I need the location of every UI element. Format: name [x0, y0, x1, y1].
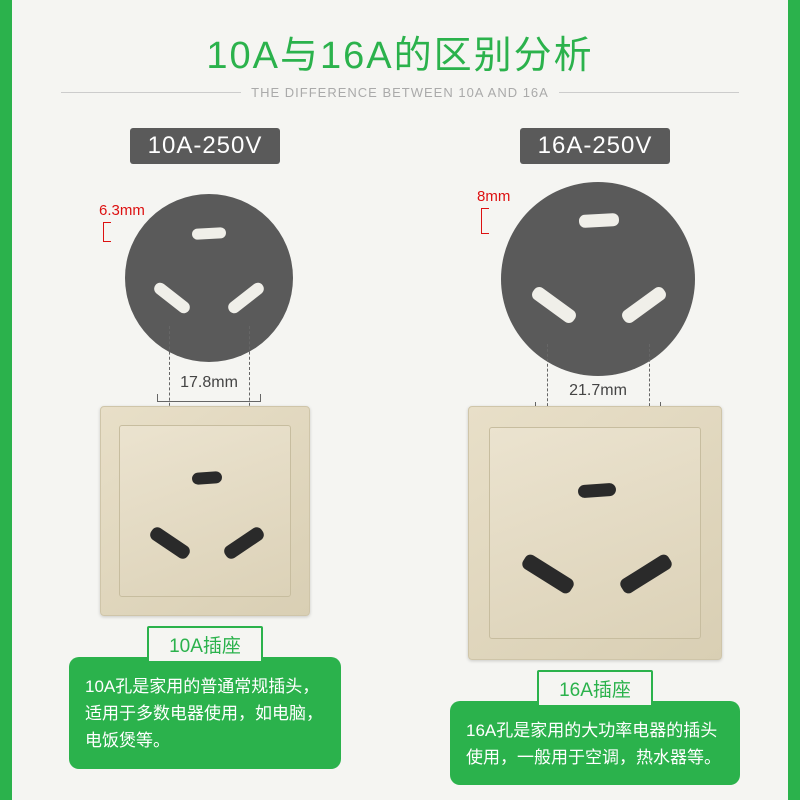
page-subtitle: THE DIFFERENCE BETWEEN 10A AND 16A: [251, 85, 549, 100]
plug-pin-right-10a: [226, 280, 266, 315]
plug-diagram-16a: 8mm 21.7mm: [465, 176, 725, 406]
pin-height-label-10a: 6.3mm: [99, 202, 145, 219]
socket-tag-10a: 10A插座: [147, 626, 263, 663]
plug-pin-top-10a: [192, 227, 227, 240]
pin-gap-label-16a: 21.7mm: [535, 382, 661, 400]
description-bubble-16a: 16A孔是家用的大功率电器的插头使用，一般用于空调，热水器等。: [450, 701, 740, 785]
guide-line-10a: [249, 326, 250, 416]
column-16a: 16A-250V 8mm 21.7mm: [445, 128, 745, 785]
pin-gap-label-10a: 17.8mm: [157, 374, 261, 392]
page-accent-left: [0, 0, 12, 800]
socket-slot-left-10a: [148, 525, 192, 561]
comparison-columns: 10A-250V 6.3mm 17.8mm: [0, 128, 800, 785]
plug-face-16a: [501, 182, 695, 376]
pin-gap-dim-10a: 17.8mm: [157, 374, 261, 402]
socket-slot-right-16a: [618, 552, 674, 595]
socket-slot-right-10a: [222, 525, 266, 561]
plug-pin-left-10a: [152, 280, 192, 315]
socket-tag-16a: 16A插座: [537, 670, 653, 707]
pin-height-bracket-10a: [103, 222, 111, 242]
plug-pin-right-16a: [620, 285, 669, 326]
socket-panel-16a: [468, 406, 722, 660]
socket-slot-top-16a: [578, 483, 617, 499]
pin-gap-bar-10a: [157, 394, 261, 402]
guide-line-10a: [169, 326, 170, 416]
rating-badge-10a: 10A-250V: [130, 128, 281, 164]
rating-badge-16a: 16A-250V: [520, 128, 671, 164]
pin-height-bracket-16a: [481, 208, 489, 234]
socket-slot-left-16a: [520, 552, 576, 595]
pin-height-label-16a: 8mm: [477, 188, 510, 205]
socket-inner-10a: [119, 425, 291, 597]
column-10a: 10A-250V 6.3mm 17.8mm: [55, 128, 355, 785]
plug-face-10a: [125, 194, 293, 362]
page-accent-right: [788, 0, 800, 800]
page-title: 10A与16A的区别分析: [0, 24, 800, 79]
socket-slot-top-10a: [192, 471, 223, 485]
plug-diagram-10a: 6.3mm 17.8mm: [75, 176, 335, 406]
socket-inner-16a: [489, 427, 701, 639]
plug-pin-top-16a: [579, 213, 620, 228]
divider: [61, 92, 241, 93]
socket-panel-10a: [100, 406, 310, 616]
description-bubble-10a: 10A孔是家用的普通常规插头，适用于多数电器使用，如电脑，电饭煲等。: [69, 657, 341, 769]
plug-pin-left-16a: [530, 285, 579, 326]
divider: [559, 92, 739, 93]
subtitle-wrap: THE DIFFERENCE BETWEEN 10A AND 16A: [0, 85, 800, 100]
header: 10A与16A的区别分析 THE DIFFERENCE BETWEEN 10A …: [0, 0, 800, 100]
